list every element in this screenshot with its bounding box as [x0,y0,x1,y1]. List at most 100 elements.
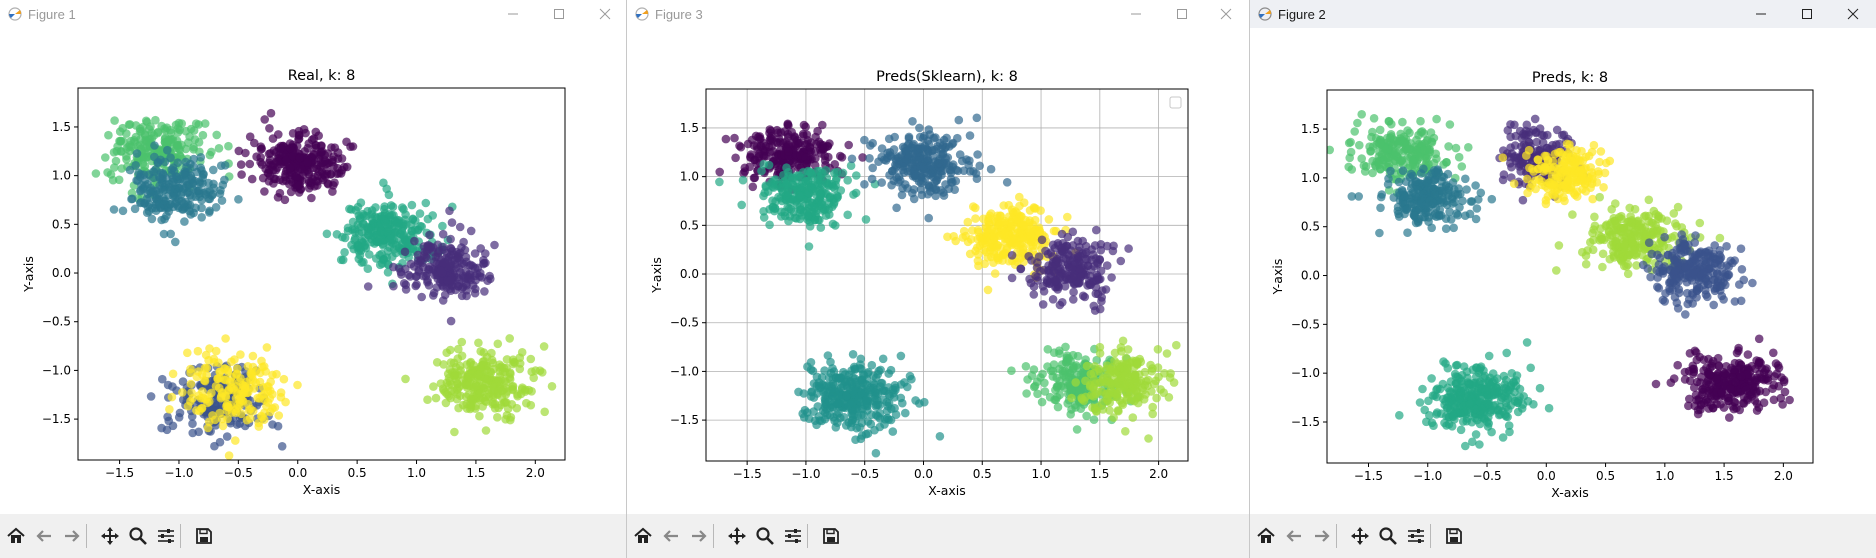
scatter-point [399,230,408,239]
scatter-point [116,147,126,156]
scatter-point [455,361,465,371]
figure-canvas[interactable]: −1.5 −1.0 −0.5 0.0 0.5 1.0 1.5 2.0−1.5−1.0−0.50… [1250,28,1876,514]
scatter-point [949,232,958,241]
forward-button[interactable] [58,522,86,550]
scatter-point [966,235,976,244]
zoom-button[interactable] [124,522,152,550]
forward-button[interactable] [685,522,713,550]
scatter-point [788,173,797,182]
scatter-point [1520,131,1529,140]
back-button[interactable] [657,522,685,550]
scatter-point [257,411,266,421]
y-tick-label: −0.5 [42,315,71,329]
scatter-point [330,178,339,187]
scatter-point [122,155,131,164]
scatter-point [118,206,128,216]
figure-canvas[interactable]: −1.5 −1.0 −0.5 0.0 0.5 1.0 1.5 2.0−1.5−1.0−0.50… [0,28,626,514]
scatter-point [730,133,739,143]
scatter-point [1607,205,1616,214]
configure-subplots-button[interactable] [152,522,180,550]
scatter-point [971,214,980,223]
scatter-point [1516,167,1525,176]
scatter-point [721,134,731,144]
title-bar[interactable]: Figure 2 [1250,0,1876,28]
cluster-series [1498,139,1615,209]
scatter-point [899,158,909,168]
back-button[interactable] [30,522,58,550]
home-button[interactable] [629,522,657,550]
scatter-point [1615,254,1625,263]
scatter-point [965,131,975,140]
scatter-point [1630,204,1640,214]
scatter-point [1164,393,1174,402]
scatter-point [896,351,906,361]
close-button[interactable] [1203,0,1249,28]
scatter-point [1416,116,1425,126]
scatter-point [817,416,826,426]
close-button[interactable] [1830,0,1876,28]
maximize-button[interactable] [1159,0,1205,28]
minimize-button[interactable] [1113,0,1159,28]
scatter-point [1062,274,1072,284]
scatter-point [1361,162,1371,171]
scatter-point [1604,227,1614,237]
zoom-button[interactable] [751,522,779,550]
scatter-point [1553,172,1563,182]
title-bar[interactable]: Figure 3 [627,0,1249,28]
save-icon [196,528,212,544]
scatter-point [1016,264,1025,273]
save-button[interactable] [190,522,218,550]
scatter-point [1097,296,1106,306]
scatter-point [923,153,932,163]
scatter-point [942,133,951,143]
scatter-point [1147,366,1157,376]
save-button[interactable] [817,522,845,550]
scatter-point [1519,140,1529,149]
scatter-point [1050,276,1060,285]
figure-canvas[interactable]: −1.5 −1.0 −0.5 0.0 0.5 1.0 1.5 2.0−1.5−1.0−0.50… [627,28,1249,514]
title-bar[interactable]: Figure 1 [0,0,626,28]
scatter-point [1426,128,1436,137]
scatter-point [502,355,512,364]
scatter-point [797,183,806,192]
scatter-point [865,154,874,163]
scatter-point [1432,212,1441,221]
scatter-point [1598,249,1608,259]
y-tick-label: −1.5 [42,412,71,426]
maximize-button[interactable] [536,0,582,28]
close-button[interactable] [582,0,626,28]
scatter-point [1345,153,1354,163]
home-button[interactable] [2,522,30,550]
scatter-point [1147,387,1156,396]
scatter-point [999,201,1008,210]
pan-button[interactable] [723,522,751,550]
scatter-point [886,365,896,375]
cluster-series [1067,336,1181,443]
scatter-point [867,360,877,370]
scatter-point [190,176,200,186]
pan-button[interactable] [96,522,124,550]
configure-subplots-button[interactable] [779,522,807,550]
scatter-point [196,163,205,173]
scatter-point [162,211,171,221]
scatter-point [1105,398,1114,408]
scatter-point [348,217,358,227]
y-tick-label: 0.5 [680,218,699,232]
scatter-point [993,241,1002,250]
scatter-point [238,380,248,390]
scatter-point [277,442,287,451]
cluster-series [1638,230,1757,319]
scatter-point [298,171,308,180]
scatter-point [920,174,930,183]
scatter-point [1441,214,1451,223]
scatter-point [488,400,498,409]
scatter-point [867,174,877,184]
minimize-button[interactable] [1738,0,1784,28]
scatter-point [1072,361,1081,370]
maximize-button[interactable] [1784,0,1830,28]
scatter-point [759,213,769,222]
scatter-point [260,115,270,124]
scatter-point [1596,224,1605,233]
minimize-button[interactable] [490,0,536,28]
scatter-point [805,142,815,152]
